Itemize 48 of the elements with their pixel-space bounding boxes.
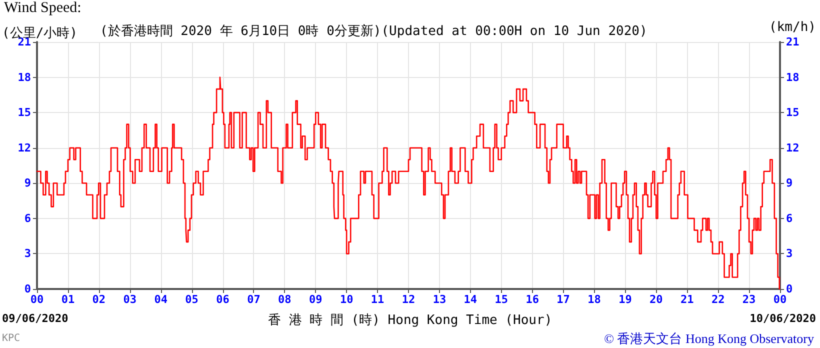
y-tick-label: 0 [24, 282, 31, 296]
x-tick-label: 14 [464, 293, 478, 306]
y2-tick-label: 21 [786, 36, 800, 48]
chart-subtitle: (於香港時間 2020 年 6月10日 0時 0分更新)(Updated at 00:00H on 10 Jun 2020) [100, 23, 648, 40]
text: © 香港天文台 Hong Kong Observatory [604, 330, 814, 348]
y-tick-label: 3 [24, 247, 31, 260]
x-tick-label: 11 [370, 293, 385, 306]
y2-tick-label: 15 [786, 106, 800, 120]
x-tick-label: 00 [30, 293, 44, 306]
x-tick-label: 03 [123, 293, 136, 306]
x-tick-label: 23 [742, 293, 756, 306]
y2-tick-label: 9 [786, 176, 793, 190]
y-tick-label: 6 [24, 212, 32, 225]
x-tick-label: 13 [432, 293, 446, 306]
y2-tick-label: 0 [786, 282, 793, 296]
x-tick-label: 21 [680, 293, 694, 306]
x-tick-label: 04 [154, 293, 168, 306]
x-tick-label: 15 [494, 293, 508, 306]
x-axis-title: 香 港 時 間 (時) Hong Kong Time (Hour) [268, 312, 552, 329]
x-tick-label: 05 [185, 293, 198, 306]
x-tick-label: 02 [92, 293, 106, 306]
text: 10/06/2020 [750, 312, 816, 325]
y2-axis-title: (km/h) [769, 20, 816, 35]
x-tick-label: 18 [588, 293, 601, 306]
x-tick-label: 17 [556, 293, 570, 306]
x-tick-label: 10 [340, 293, 354, 306]
x-tick-label: 20 [650, 293, 663, 306]
text: 09/06/2020 [2, 312, 68, 325]
y-tick-label: 15 [18, 106, 31, 120]
y2-tick-label: 6 [786, 212, 793, 225]
text: KPC [2, 333, 20, 344]
x-tick-label: 12 [402, 293, 416, 306]
x-tick-label: 07 [247, 293, 260, 306]
y-tick-label: 18 [18, 70, 31, 84]
x-tick-label: 08 [278, 293, 292, 306]
x-tick-label: 06 [216, 293, 230, 306]
x-tick-label: 09 [309, 293, 322, 306]
x-tick-label: 22 [711, 293, 725, 306]
y-tick-label: 9 [24, 176, 31, 190]
x-tick-label: 00 [773, 293, 787, 306]
y2-tick-label: 3 [786, 247, 793, 260]
chart-title: Wind Speed: [4, 0, 82, 17]
y2-tick-label: 18 [786, 70, 800, 84]
y-tick-label: 12 [18, 141, 31, 154]
x-tick-label: 16 [526, 293, 540, 306]
x-tick-label: 19 [618, 293, 632, 306]
y2-tick-label: 12 [786, 141, 800, 154]
x-tick-label: 01 [61, 293, 75, 306]
